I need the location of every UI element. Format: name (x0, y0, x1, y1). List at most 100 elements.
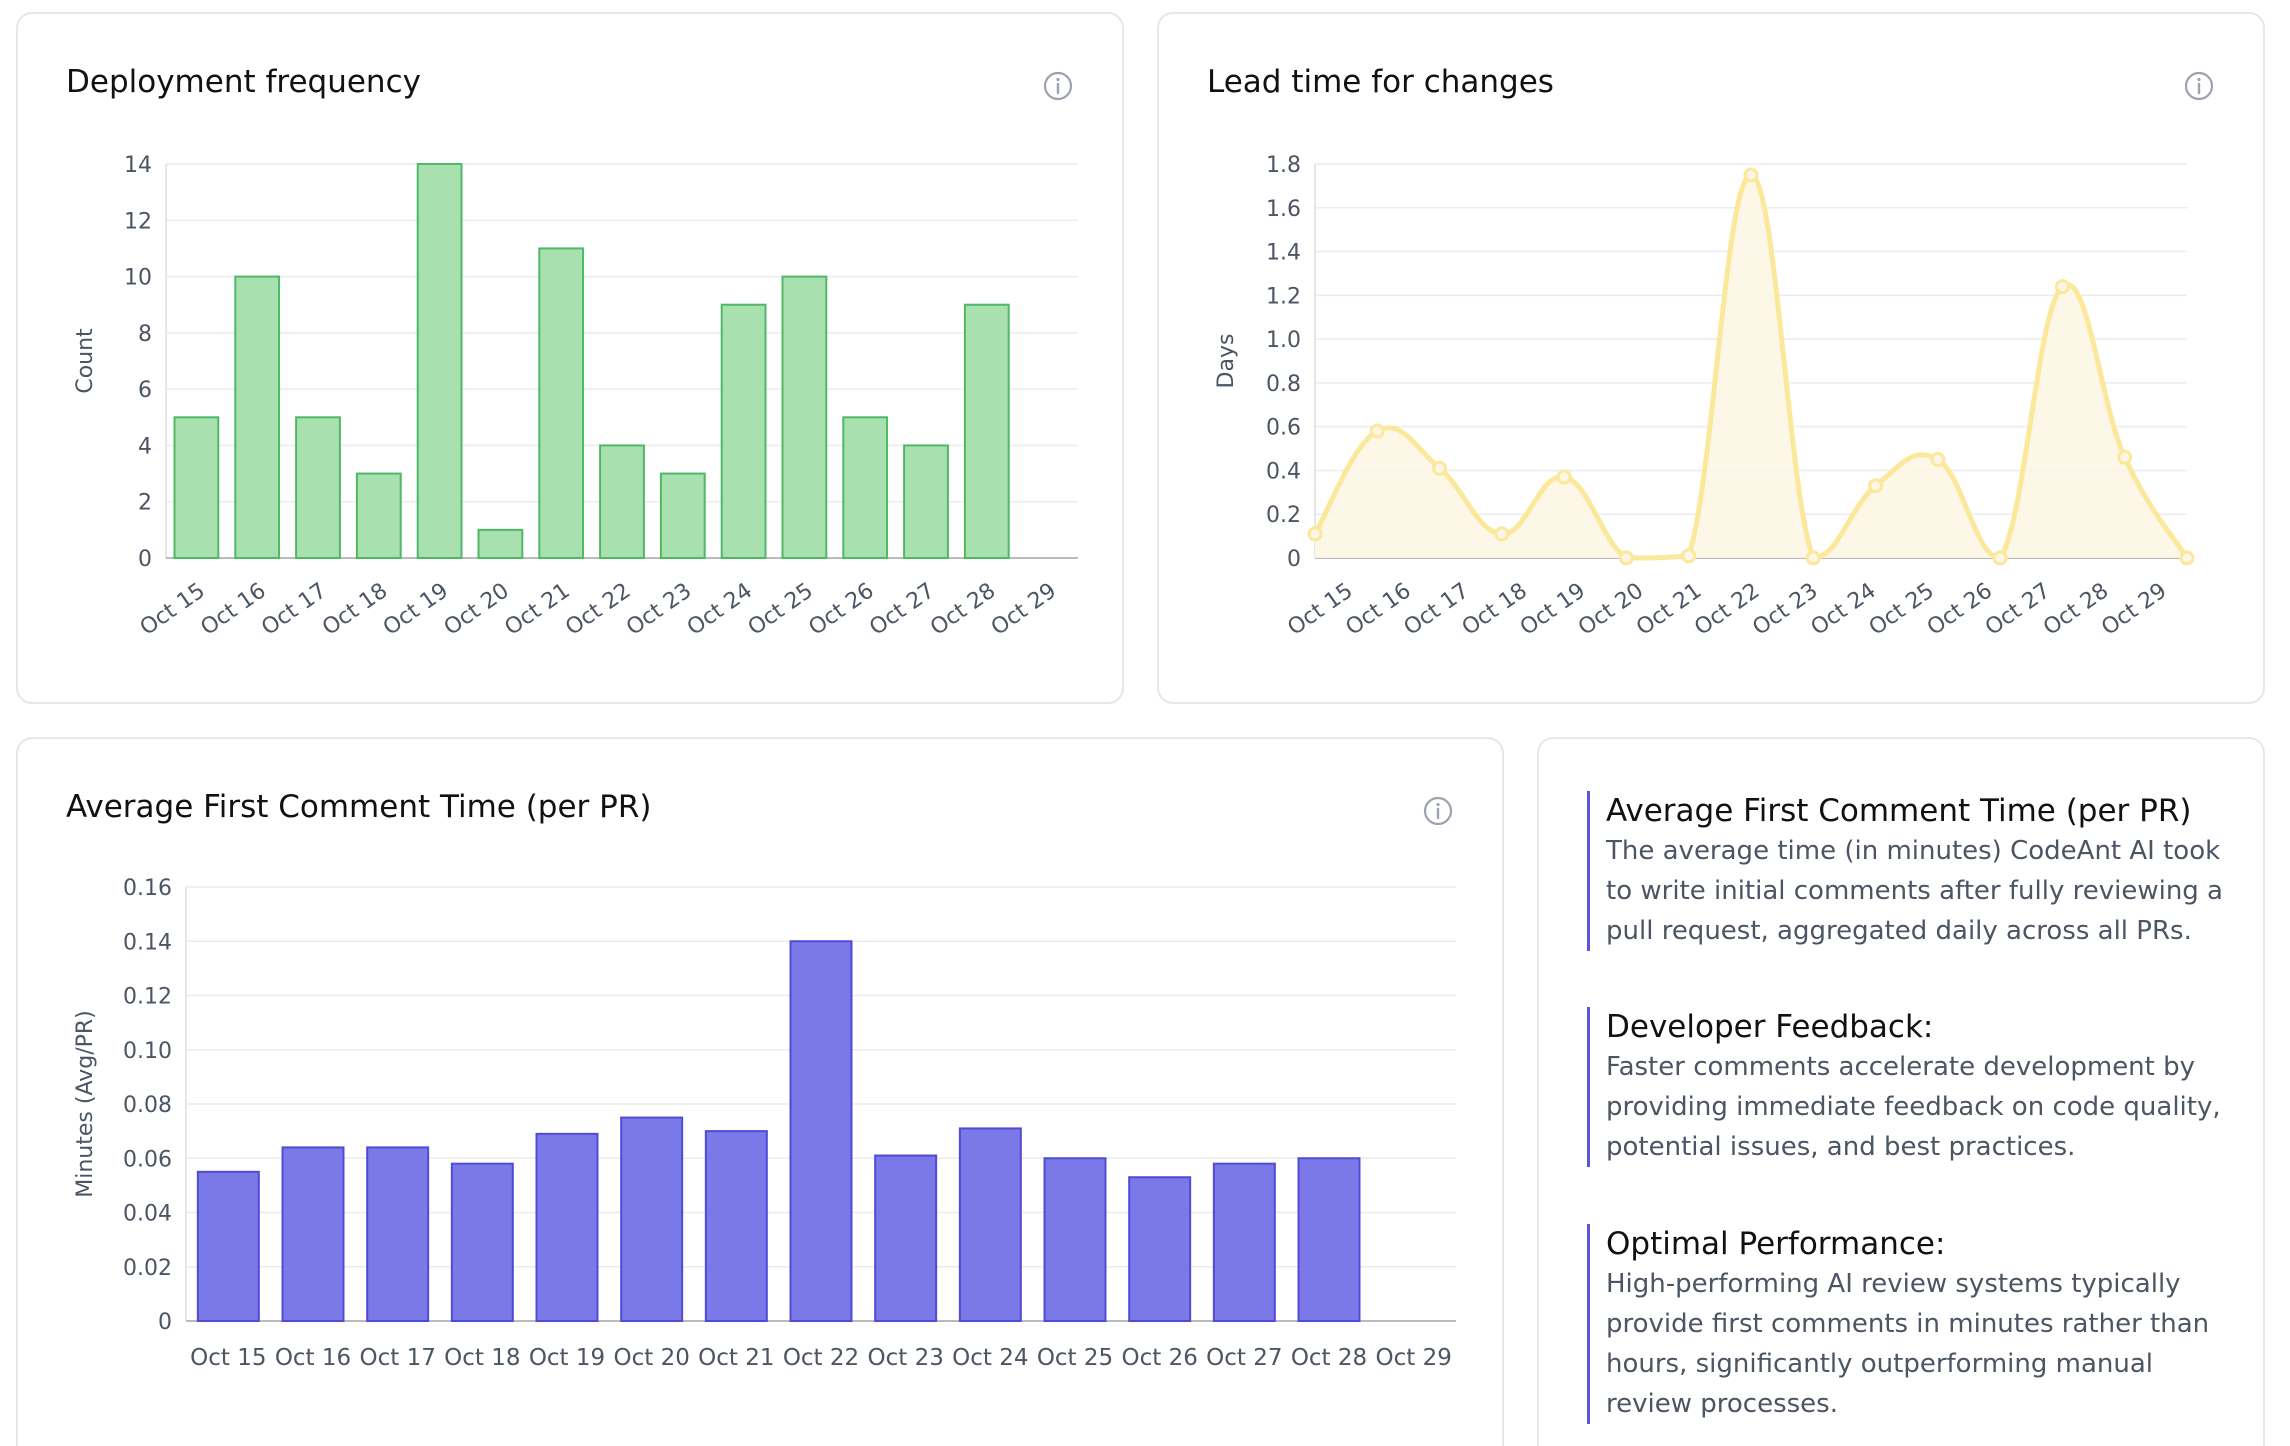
x-tick-label: Oct 20 (613, 1345, 689, 1371)
first-comment-time-card: Average First Comment Time (per PR) 0 0.0… (16, 737, 1504, 1446)
x-tick-label: Oct 22 (783, 1345, 859, 1371)
x-tick-label: Oct 17 (257, 578, 331, 640)
y-tick-label: 6 (138, 378, 152, 403)
bar (1043, 1157, 1107, 1322)
y-tick-label: 1.4 (1266, 241, 1301, 266)
y-tick-label: 1.8 (1266, 153, 1301, 178)
data-point (1681, 548, 1697, 564)
x-tick-label: Oct 26 (804, 578, 878, 640)
x-tick-label: Oct 21 (1632, 578, 1706, 640)
bar (366, 1146, 430, 1322)
info-body-line: provide first comments in minutes rather… (1606, 1309, 2210, 1339)
x-tick-label: Oct 16 (196, 578, 270, 640)
bar (196, 1170, 260, 1322)
bar (963, 303, 1010, 560)
bar (173, 416, 220, 559)
x-tick-label: Oct 18 (1458, 578, 1532, 640)
info-body-line: providing immediate feedback on code qua… (1606, 1092, 2221, 1122)
x-tick-label: Oct 16 (1341, 578, 1415, 640)
bar (903, 444, 949, 559)
deployment-frequency-title: Deployment frequency (66, 64, 421, 100)
info-circle-icon[interactable] (1042, 70, 1074, 102)
data-point (1868, 478, 1884, 494)
x-tick-label: Oct 20 (440, 578, 514, 640)
x-tick-label: Oct 24 (683, 578, 757, 640)
info-heading: Average First Comment Time (per PR) (1606, 793, 2192, 829)
bar (535, 1132, 599, 1322)
x-tick-label: Oct 29 (987, 578, 1061, 640)
data-point (1930, 452, 1946, 467)
y-tick-label: 2 (138, 491, 152, 516)
info-body-line: High-performing AI review systems typica… (1606, 1269, 2181, 1299)
y-tick-label: 0.06 (123, 1147, 172, 1172)
info-circle-icon[interactable] (1422, 795, 1454, 827)
y-tick-label: 10 (124, 266, 152, 291)
x-tick-label: Oct 27 (1981, 578, 2055, 640)
data-point (1805, 550, 1821, 566)
y-tick-label: 0 (158, 1310, 172, 1335)
data-point (2054, 279, 2070, 295)
info-heading: Developer Feedback: (1606, 1009, 1934, 1045)
x-tick-label: Oct 24 (952, 1345, 1028, 1371)
bar (958, 1127, 1022, 1322)
lead-time-title: Lead time for changes (1207, 64, 1554, 100)
bar (620, 1116, 684, 1322)
bar (450, 1162, 514, 1322)
y-tick-label: 0.2 (1266, 503, 1301, 528)
bar (704, 1130, 768, 1322)
x-tick-label: Oct 20 (1574, 578, 1648, 640)
info-body-line: The average time (in minutes) CodeAnt AI… (1606, 836, 2221, 866)
info-body-line: potential issues, and best practices. (1606, 1132, 2076, 1162)
y-tick-label: 1.6 (1266, 197, 1301, 222)
y-tick-label: 0.04 (123, 1202, 172, 1227)
info-body-line: Faster comments accelerate development b… (1606, 1052, 2196, 1082)
x-tick-label: Oct 15 (190, 1345, 266, 1371)
y-tick-label: 0.12 (123, 985, 172, 1010)
bar (281, 1146, 345, 1322)
x-tick-label: Oct 16 (275, 1345, 351, 1371)
data-point (1618, 550, 1634, 566)
x-tick-label: Oct 29 (1375, 1345, 1451, 1371)
bar (1128, 1176, 1192, 1322)
bar (1212, 1162, 1276, 1322)
bar (355, 472, 402, 560)
x-tick-label: Oct 15 (1283, 578, 1357, 640)
x-tick-label: Oct 25 (744, 578, 818, 640)
bar (1297, 1157, 1361, 1322)
y-tick-label: 0.4 (1266, 459, 1301, 484)
y-tick-label: 1.2 (1266, 284, 1301, 309)
bar (416, 163, 463, 559)
x-tick-label: Oct 28 (926, 578, 1000, 640)
series-line (1312, 172, 2190, 561)
y-tick-label: 0 (138, 547, 152, 572)
info-circle-icon[interactable] (2183, 70, 2215, 102)
y-tick-label: 8 (138, 322, 152, 347)
y-axis-title: Minutes (Avg/PR) (73, 1010, 98, 1197)
y-axis-title: Days (1214, 334, 1239, 389)
data-point (2179, 550, 2195, 566)
x-tick-label: Oct 27 (1206, 1345, 1282, 1371)
data-point (1743, 167, 1759, 183)
x-tick-label: Oct 25 (1037, 1345, 1113, 1371)
info-body-line: pull request, aggregated daily across al… (1606, 916, 2192, 946)
info-body-line: to write initial comments after fully re… (1606, 876, 2223, 906)
y-tick-label: 0.8 (1266, 372, 1301, 397)
x-tick-label: Oct 15 (136, 578, 210, 640)
x-tick-label: Oct 19 (529, 1345, 605, 1371)
data-point (2117, 449, 2133, 465)
first-comment-time-title: Average First Comment Time (per PR) (66, 789, 652, 825)
x-tick-label: Oct 24 (1807, 578, 1881, 640)
info-block-optimal-performance: Optimal Performance: High-performing AI … (1587, 1224, 2227, 1424)
x-tick-label: Oct 18 (444, 1345, 520, 1371)
data-point (1494, 526, 1510, 542)
bar (842, 416, 889, 559)
bar (599, 444, 645, 559)
y-tick-label: 0.16 (123, 876, 172, 901)
x-tick-label: Oct 22 (1690, 578, 1764, 640)
x-tick-label: Oct 29 (2097, 578, 2171, 640)
bar (874, 1154, 938, 1322)
data-point (1556, 469, 1572, 485)
x-tick-label: Oct 28 (1291, 1345, 1367, 1371)
